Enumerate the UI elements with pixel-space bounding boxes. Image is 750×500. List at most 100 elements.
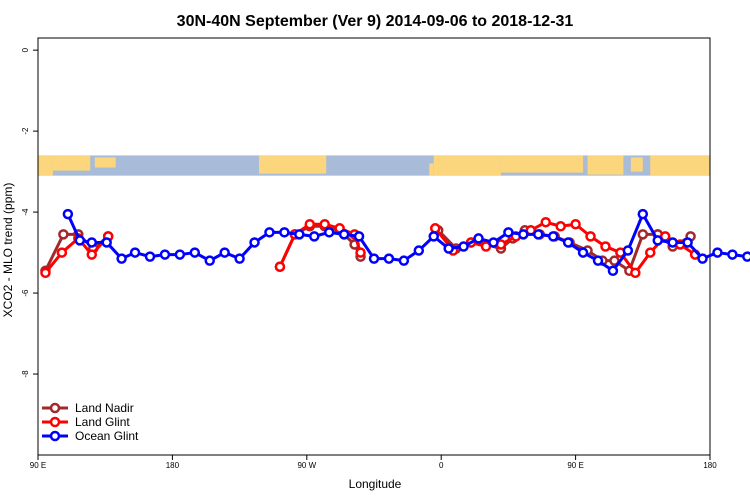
data-point-land-glint: [585, 231, 596, 242]
series-layer: [40, 208, 750, 279]
legend-marker-land-glint: [49, 416, 61, 428]
data-point-ocean-glint: [174, 249, 186, 260]
x-tick-label: 90 E: [567, 461, 583, 470]
land-mass: [500, 155, 584, 173]
data-point-land-glint: [630, 267, 641, 279]
land-mass: [587, 155, 624, 175]
data-point-ocean-glint: [383, 253, 395, 264]
data-point-land-glint: [319, 218, 330, 230]
data-point-ocean-glint: [398, 255, 410, 266]
land-mass: [429, 163, 434, 176]
legend-label-land-nadir: Land Nadir: [75, 401, 134, 415]
y-tick-label: 0: [21, 47, 30, 52]
data-point-ocean-glint: [547, 231, 559, 242]
legend-marker-land-nadir: [49, 402, 61, 414]
data-point-ocean-glint: [279, 227, 290, 238]
data-point-land-glint: [304, 218, 316, 230]
land-mass: [433, 155, 501, 176]
data-point-ocean-glint: [503, 227, 514, 238]
data-point-land-glint: [570, 218, 581, 230]
data-point-ocean-glint: [144, 251, 156, 262]
series-land-glint: [40, 216, 701, 279]
data-point-land-glint: [86, 249, 98, 260]
data-point-ocean-glint: [234, 253, 245, 264]
data-point-ocean-glint: [577, 247, 589, 258]
x-tick-label: 90 W: [297, 461, 316, 470]
data-point-ocean-glint: [116, 253, 127, 264]
data-point-ocean-glint: [533, 229, 544, 240]
series-ocean-glint: [62, 208, 750, 277]
data-point-ocean-glint: [353, 231, 365, 242]
data-point-ocean-glint: [682, 237, 693, 248]
data-point-ocean-glint: [86, 237, 98, 248]
data-point-ocean-glint: [309, 231, 320, 242]
data-point-ocean-glint: [562, 237, 574, 248]
data-point-ocean-glint: [488, 237, 499, 248]
data-point-ocean-glint: [607, 265, 619, 277]
data-point-land-glint: [600, 241, 611, 252]
y-axis-label: XCO2 - MLO trend (ppm): [1, 183, 15, 318]
x-tick-label: 180: [166, 461, 180, 470]
x-axis: 90 E 180 90 W 0 90 E 180: [30, 455, 717, 470]
legend-label-ocean-glint: Ocean Glint: [75, 429, 139, 443]
data-point-land-glint: [355, 247, 366, 258]
data-point-land-glint: [480, 241, 492, 252]
data-point-ocean-glint: [129, 247, 141, 258]
data-point-ocean-glint: [323, 227, 335, 238]
map-band: [38, 155, 710, 176]
data-point-ocean-glint: [101, 237, 112, 248]
data-point-land-nadir: [609, 255, 620, 266]
land-mass: [94, 157, 116, 168]
data-point-ocean-glint: [62, 208, 74, 220]
land-mass: [259, 155, 327, 174]
legend: Land Nadir Land Glint Ocean Glint: [42, 401, 139, 443]
legend-item-ocean-glint: Ocean Glint: [42, 429, 139, 443]
data-point-ocean-glint: [637, 208, 649, 220]
x-tick-label: 180: [703, 461, 717, 470]
x-axis-label: Longitude: [349, 477, 402, 491]
data-point-ocean-glint: [712, 247, 723, 258]
y-axis: 0 -2 -4 -6 -8: [21, 47, 38, 378]
data-point-land-glint: [429, 223, 441, 234]
data-point-ocean-glint: [219, 247, 230, 258]
data-point-ocean-glint: [294, 229, 305, 240]
data-point-land-glint: [540, 216, 551, 228]
data-point-ocean-glint: [518, 229, 529, 240]
land-mass: [650, 155, 710, 176]
y-tick-label: -2: [21, 127, 30, 135]
data-point-ocean-glint: [264, 227, 275, 238]
y-tick-label: -8: [21, 370, 30, 378]
data-point-ocean-glint: [742, 251, 750, 262]
data-point-land-nadir: [637, 229, 649, 240]
data-point-ocean-glint: [338, 229, 350, 240]
data-point-ocean-glint: [204, 255, 215, 266]
data-point-ocean-glint: [667, 237, 678, 248]
data-point-ocean-glint: [473, 233, 484, 244]
data-point-ocean-glint: [189, 247, 201, 258]
plot-frame: [37, 37, 711, 456]
chart-title: 30N-40N September (Ver 9) 2014-09-06 to …: [177, 13, 574, 30]
data-point-ocean-glint: [74, 235, 86, 246]
data-point-land-nadir: [58, 229, 69, 240]
data-point-ocean-glint: [458, 241, 469, 252]
data-point-ocean-glint: [652, 235, 663, 246]
data-point-ocean-glint: [443, 243, 454, 254]
data-point-land-glint: [56, 247, 68, 258]
data-point-ocean-glint: [368, 253, 380, 264]
data-point-ocean-glint: [592, 255, 604, 266]
data-point-ocean-glint: [428, 231, 439, 242]
data-point-land-glint: [645, 247, 656, 258]
x-tick-label: 0: [439, 461, 444, 470]
data-point-ocean-glint: [159, 249, 171, 260]
map-land: [38, 155, 710, 176]
data-point-land-glint: [40, 267, 51, 279]
legend-label-land-glint: Land Glint: [75, 415, 130, 429]
y-tick-label: -4: [21, 208, 30, 216]
legend-marker-ocean-glint: [49, 430, 61, 442]
x-tick-label: 90 E: [30, 461, 46, 470]
data-point-ocean-glint: [727, 249, 738, 260]
data-point-ocean-glint: [622, 245, 634, 256]
legend-item-land-nadir: Land Nadir: [42, 401, 134, 415]
data-point-ocean-glint: [249, 237, 260, 248]
